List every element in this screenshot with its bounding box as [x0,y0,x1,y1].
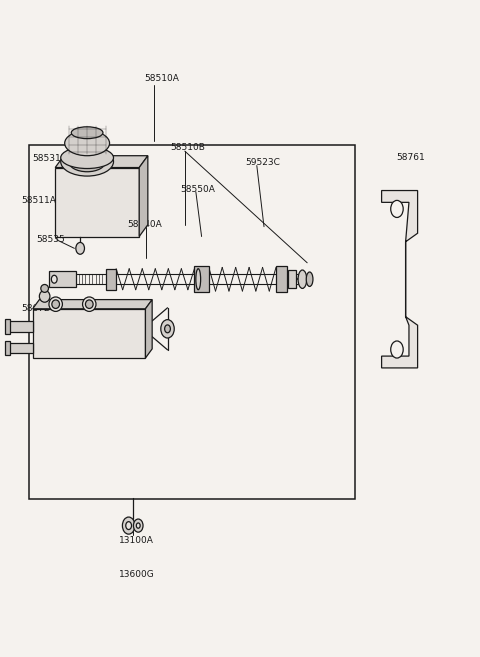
Text: 58510A: 58510A [144,74,179,83]
Bar [8,343,33,353]
Text: 58535: 58535 [36,235,65,244]
Bar [8,321,33,332]
Bar [29,145,355,499]
Polygon shape [139,156,148,237]
Polygon shape [55,156,148,168]
Text: 58510B: 58510B [170,143,205,152]
Ellipse shape [83,297,96,311]
Text: 58761: 58761 [396,153,425,162]
Ellipse shape [65,131,109,156]
Circle shape [126,522,132,530]
Bar [5,341,10,355]
Circle shape [133,519,143,532]
Text: 58672: 58672 [22,304,50,313]
Circle shape [136,523,140,528]
Text: 58550A: 58550A [180,185,215,194]
Circle shape [391,341,403,358]
Circle shape [391,200,403,217]
Ellipse shape [85,300,93,309]
Ellipse shape [69,152,106,171]
Ellipse shape [41,284,48,292]
Circle shape [122,517,135,534]
Polygon shape [33,309,145,358]
Polygon shape [145,300,152,358]
Circle shape [161,320,174,338]
Circle shape [165,325,170,333]
Bar [5,319,10,334]
Text: 58531A: 58531A [33,154,68,164]
Ellipse shape [196,269,201,290]
Text: 59523C: 59523C [245,158,280,168]
Ellipse shape [306,272,313,286]
Bar [288,270,296,288]
Polygon shape [55,168,139,237]
Ellipse shape [71,127,103,139]
Ellipse shape [49,297,62,311]
Polygon shape [382,191,418,368]
Text: 13100A: 13100A [119,535,154,545]
Text: 58540A: 58540A [127,220,162,229]
Polygon shape [33,300,152,309]
Bar [194,266,209,292]
Circle shape [51,275,57,283]
Text: 13600G: 13600G [119,570,155,579]
Bar [49,271,76,287]
Ellipse shape [76,242,84,254]
Ellipse shape [60,147,114,176]
Bar [106,269,116,290]
Ellipse shape [39,290,50,302]
Ellipse shape [52,300,60,309]
Text: 58511A: 58511A [22,196,57,205]
Ellipse shape [298,270,307,288]
Ellipse shape [60,147,114,169]
Bar [276,266,287,292]
